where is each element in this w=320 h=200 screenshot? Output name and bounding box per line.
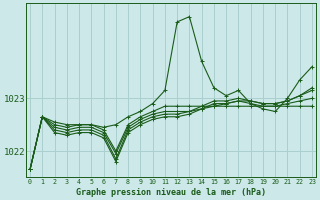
X-axis label: Graphe pression niveau de la mer (hPa): Graphe pression niveau de la mer (hPa) [76, 188, 266, 197]
